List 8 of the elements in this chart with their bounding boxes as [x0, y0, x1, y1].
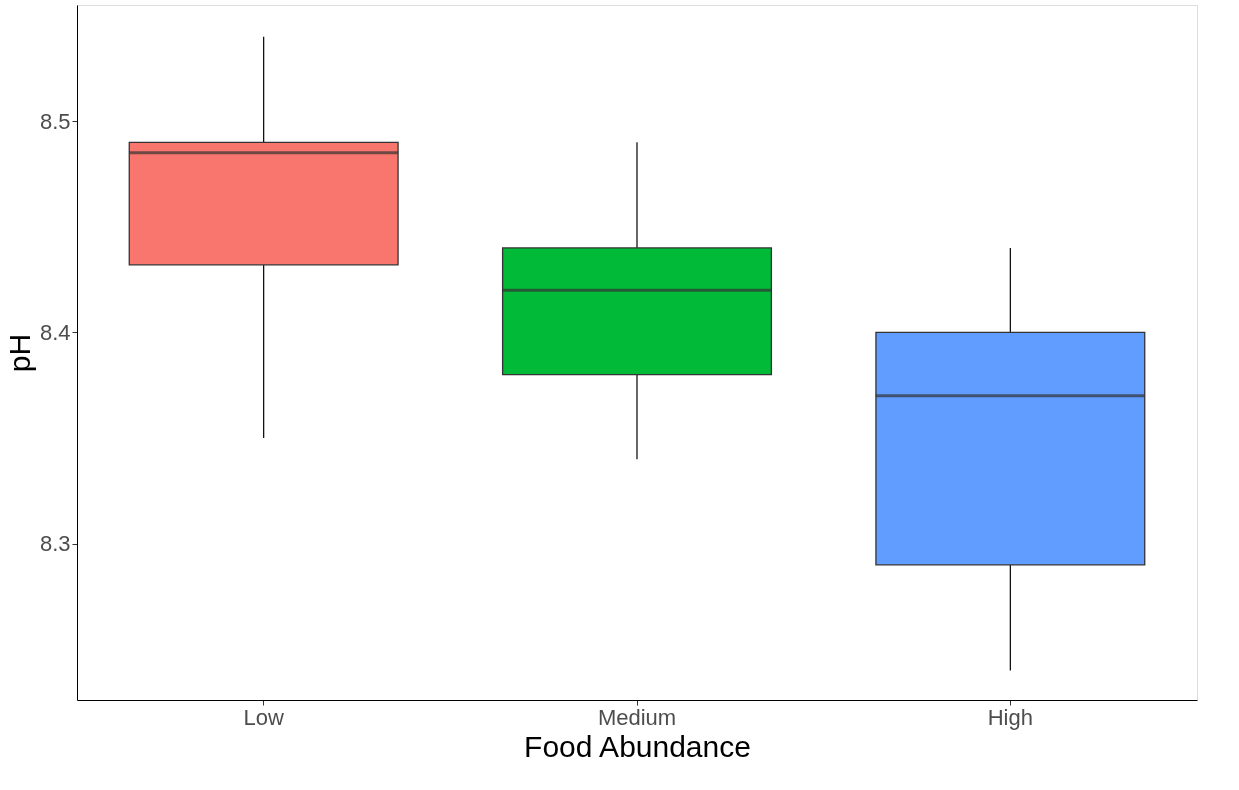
y-tick-label: 8.3 — [39, 531, 71, 557]
x-tick-label: Medium — [597, 704, 677, 730]
y-tick-label: 8.4 — [39, 319, 71, 345]
x-tick-label: High — [987, 704, 1033, 730]
x-tick-label: Low — [243, 704, 284, 730]
y-tick-label: 8.5 — [39, 108, 71, 134]
x-axis-title: Food Abundance — [524, 729, 751, 763]
y-axis-title: pH — [2, 333, 36, 373]
